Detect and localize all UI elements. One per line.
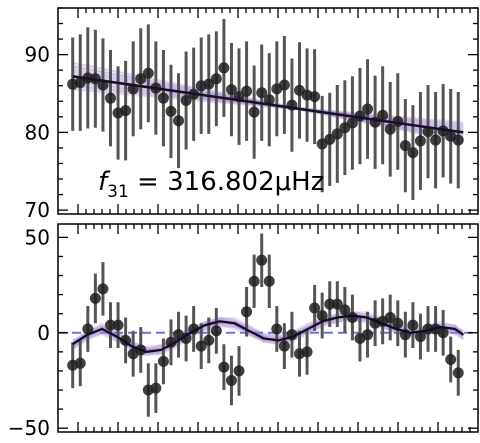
data-point	[180, 95, 192, 107]
bottom-error-bars	[71, 233, 460, 417]
data-point	[339, 304, 351, 316]
data-point	[445, 353, 457, 365]
data-point	[377, 109, 389, 121]
data-point	[120, 105, 132, 117]
data-point	[331, 298, 343, 310]
data-point	[173, 115, 185, 127]
data-point	[248, 106, 260, 118]
data-point	[452, 134, 464, 146]
data-point	[278, 340, 290, 352]
data-point	[203, 334, 215, 346]
data-point	[241, 306, 253, 318]
data-point	[210, 325, 222, 337]
data-point	[105, 92, 116, 104]
data-point	[165, 105, 177, 117]
data-point	[430, 134, 442, 146]
data-point	[112, 319, 124, 331]
data-point	[263, 94, 275, 106]
data-point	[346, 117, 358, 129]
data-point	[362, 103, 374, 115]
frequency-annotation: f31 = 316.802μHz	[98, 167, 324, 202]
bottom-data-points	[67, 254, 464, 396]
data-point	[157, 92, 169, 104]
data-point	[384, 312, 396, 324]
y-tick-label: 70	[25, 198, 50, 222]
data-point	[135, 73, 147, 85]
data-point	[331, 128, 343, 140]
bottom-panel: −50 0 50	[8, 223, 479, 440]
y-tick-label: 80	[25, 120, 50, 144]
data-point	[309, 302, 321, 314]
data-point	[89, 292, 101, 304]
data-point	[180, 332, 192, 344]
data-point	[142, 67, 154, 79]
data-point	[301, 346, 313, 358]
data-point	[384, 123, 396, 135]
data-point	[150, 382, 162, 394]
data-point	[407, 319, 419, 331]
data-point	[82, 323, 94, 335]
data-point	[309, 91, 321, 103]
top-axes-frame	[57, 7, 479, 215]
bottom-axis-ticks: −50 0 50	[8, 224, 478, 440]
data-point	[263, 275, 275, 287]
data-point	[414, 331, 426, 343]
data-point	[74, 357, 86, 369]
data-point	[437, 327, 449, 339]
data-point	[316, 310, 328, 322]
data-point	[452, 367, 464, 379]
y-tick-label: 50	[25, 225, 50, 249]
data-point	[218, 62, 230, 74]
data-point	[271, 323, 283, 335]
data-point	[414, 135, 426, 147]
fit-sample-line	[72, 314, 464, 351]
y-tick-label: 0	[37, 321, 50, 345]
data-point	[248, 275, 260, 287]
data-point	[278, 79, 290, 91]
data-point	[256, 254, 268, 266]
data-point	[157, 355, 169, 367]
data-point	[241, 85, 253, 97]
data-point	[225, 374, 237, 386]
y-tick-label: 90	[25, 43, 50, 67]
data-point	[399, 140, 411, 152]
data-point	[324, 298, 336, 310]
top-axis-ticks: 70 80 90	[25, 7, 478, 222]
data-point	[105, 319, 116, 331]
data-point	[225, 84, 237, 96]
annotation-subscript: 31	[107, 182, 129, 202]
bottom-fit-curve	[72, 314, 464, 353]
data-point	[195, 340, 207, 352]
data-point	[203, 78, 215, 90]
data-point	[407, 147, 419, 159]
data-point	[218, 361, 230, 373]
data-point	[210, 73, 222, 85]
data-point	[346, 312, 358, 324]
data-point	[324, 133, 336, 145]
top-data-points	[67, 62, 464, 159]
top-fit-line	[72, 75, 464, 134]
data-point	[97, 283, 109, 295]
annotation-value: = 316.802μHz	[129, 167, 325, 197]
data-point	[256, 87, 268, 99]
y-tick-label: −50	[8, 416, 50, 440]
bottom-axes-frame	[57, 223, 479, 433]
data-point	[392, 317, 404, 329]
data-point	[362, 329, 374, 341]
data-point	[233, 365, 245, 377]
top-panel: 70 80 90 f31 = 316.802μHz	[25, 7, 479, 222]
